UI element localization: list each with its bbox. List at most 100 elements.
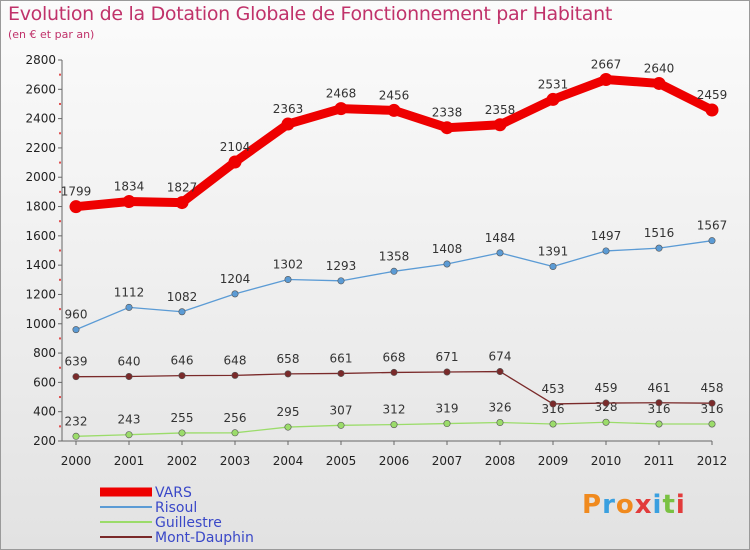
data-label-risoul: 1408 <box>432 242 463 256</box>
data-label-vars: 2667 <box>591 57 622 71</box>
data-point-guillestre <box>549 420 557 428</box>
data-label-risoul: 1082 <box>167 290 198 304</box>
data-label-vars: 1834 <box>114 180 145 194</box>
legend-label-mont-dauphin: Mont-Dauphin <box>155 530 254 546</box>
data-point-mont-dauphin <box>602 399 610 407</box>
data-point-mont-dauphin <box>708 399 716 407</box>
data-point-risoul <box>549 262 557 270</box>
chart-title: Evolution de la Dotation Globale de Fonc… <box>8 3 613 25</box>
data-point-risoul <box>284 276 292 284</box>
data-label-guillestre: 326 <box>489 401 512 415</box>
series-risoul: 960 1112 1082 1204 1302 1293 1358 1408 1484 1391 1… <box>65 219 727 334</box>
data-point-vars <box>599 72 613 86</box>
data-label-vars: 2338 <box>432 106 463 120</box>
data-label-guillestre: 316 <box>648 402 671 416</box>
data-label-vars: 2468 <box>326 87 357 101</box>
data-label-guillestre: 312 <box>383 403 406 417</box>
data-label-vars: 2358 <box>485 103 516 117</box>
y-minor-tick <box>59 161 61 164</box>
data-point-vars <box>228 155 242 169</box>
y-tick-label: 1400 <box>25 258 56 272</box>
series-vars: 1799 1834 1827 2104 2363 2468 2456 2338 2358 2531… <box>61 57 728 214</box>
data-label-mont-dauphin: 658 <box>277 352 300 366</box>
data-point-mont-dauphin <box>549 400 557 408</box>
x-tick-label: 2006 <box>379 454 410 468</box>
data-label-mont-dauphin: 639 <box>65 355 88 369</box>
x-tick-label: 2005 <box>326 454 357 468</box>
data-point-risoul <box>390 267 398 275</box>
x-tick-label: 2011 <box>644 454 675 468</box>
data-point-vars <box>493 118 507 132</box>
data-label-mont-dauphin: 661 <box>330 351 353 365</box>
data-point-vars <box>546 92 560 106</box>
y-minor-tick <box>59 366 61 369</box>
data-point-risoul <box>125 303 133 311</box>
x-tick-label: 2007 <box>432 454 463 468</box>
data-point-mont-dauphin <box>284 370 292 378</box>
y-tick-label: 1200 <box>25 287 56 301</box>
y-minor-tick <box>59 220 61 223</box>
data-label-mont-dauphin: 668 <box>383 350 406 364</box>
data-point-guillestre <box>231 429 239 437</box>
data-label-mont-dauphin: 640 <box>118 355 141 369</box>
y-tick-label: 1000 <box>25 317 56 331</box>
x-tick-label: 2000 <box>61 454 92 468</box>
data-label-guillestre: 316 <box>542 402 565 416</box>
y-tick-label: 2000 <box>25 170 56 184</box>
data-point-risoul <box>178 308 186 316</box>
y-tick-label: 1800 <box>25 200 56 214</box>
x-tick-label: 2008 <box>485 454 516 468</box>
series-layer: 960 1112 1082 1204 1302 1293 1358 1408 1484 1391 1… <box>61 57 728 440</box>
y-minor-tick <box>59 102 61 105</box>
data-label-guillestre: 243 <box>118 413 141 427</box>
logo-letter: i <box>652 490 663 520</box>
y-tick-label: 2200 <box>25 141 56 155</box>
axes: 200 400 600 800 1000 1200 1400 1600 1800 2000 2200… <box>25 53 727 468</box>
data-label-guillestre: 232 <box>65 414 88 428</box>
legend-label-vars: VARS <box>155 485 192 501</box>
legend-label-guillestre: Guillestre <box>155 515 222 531</box>
data-label-risoul: 1358 <box>379 249 410 263</box>
data-point-risoul <box>708 237 716 245</box>
x-tick-label: 2003 <box>220 454 251 468</box>
y-tick-label: 2400 <box>25 112 56 126</box>
data-label-risoul: 960 <box>65 308 88 322</box>
data-label-mont-dauphin: 461 <box>648 381 671 395</box>
logo-letter: P <box>582 490 603 520</box>
data-point-vars <box>281 117 295 131</box>
legend-label-risoul: Risoul <box>155 500 197 516</box>
logo-letter: x <box>634 490 653 520</box>
data-label-guillestre: 319 <box>436 402 459 416</box>
data-label-guillestre: 316 <box>701 402 724 416</box>
data-label-mont-dauphin: 674 <box>489 350 512 364</box>
data-label-vars: 2459 <box>697 88 728 102</box>
data-point-risoul <box>496 249 504 257</box>
data-label-risoul: 1484 <box>485 231 516 245</box>
y-minor-tick <box>59 190 61 193</box>
data-point-mont-dauphin <box>655 399 663 407</box>
data-label-vars: 2531 <box>538 77 569 91</box>
data-point-mont-dauphin <box>337 369 345 377</box>
data-point-risoul <box>443 260 451 268</box>
data-point-vars <box>69 200 83 214</box>
x-tick-label: 2010 <box>591 454 622 468</box>
data-label-mont-dauphin: 453 <box>542 382 565 396</box>
y-minor-tick <box>59 249 61 252</box>
data-label-mont-dauphin: 459 <box>595 381 618 395</box>
data-label-risoul: 1204 <box>220 272 251 286</box>
y-tick-label: 600 <box>33 375 56 389</box>
data-point-risoul <box>655 244 663 252</box>
data-point-vars <box>440 121 454 135</box>
data-label-vars: 1827 <box>167 181 198 195</box>
data-point-vars <box>705 103 719 117</box>
y-minor-tick <box>59 308 61 311</box>
data-label-vars: 2363 <box>273 102 304 116</box>
data-point-risoul <box>337 277 345 285</box>
x-tick-label: 2009 <box>538 454 569 468</box>
data-point-guillestre <box>337 421 345 429</box>
proxiti-logo: Proxiti <box>582 490 686 520</box>
data-label-vars: 2640 <box>644 61 675 75</box>
data-point-mont-dauphin <box>390 368 398 376</box>
x-tick-label: 2002 <box>167 454 198 468</box>
